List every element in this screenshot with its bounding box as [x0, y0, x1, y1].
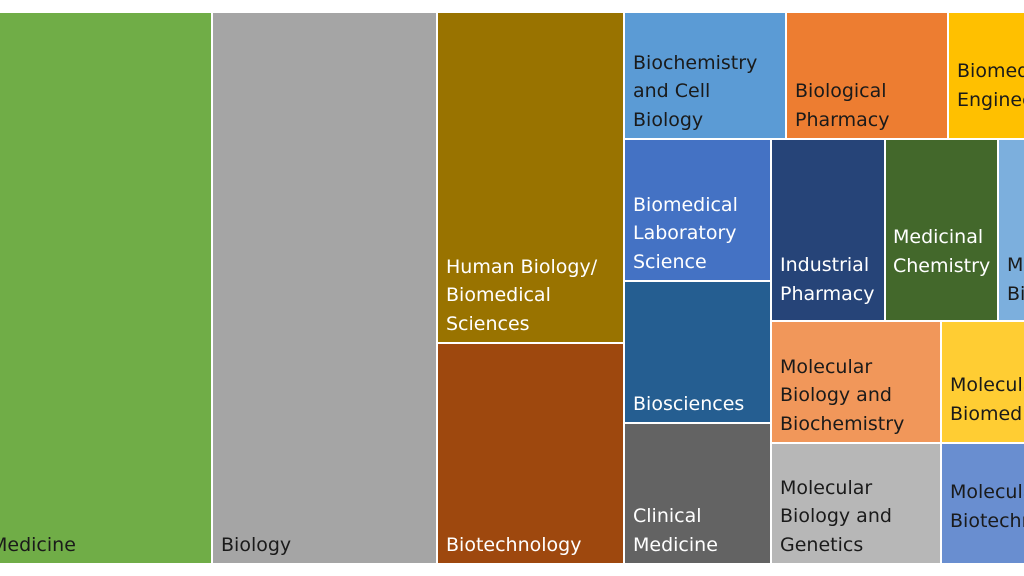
treemap-tile-label: Biology [221, 533, 292, 556]
treemap-tile-label: Biosciences [633, 392, 745, 415]
treemap-tile-biological-pharmacy: Biological Pharmacy [786, 12, 948, 139]
treemap-tile-label: Molecular Biotechnology [950, 481, 1024, 532]
treemap-tile-medicine: Medicine [0, 12, 212, 564]
treemap-tile-label: Molecular Biomedicine [950, 374, 1024, 425]
treemap-tile-molecular-biotechnology: Molecular Biotechnology [941, 443, 1024, 564]
treemap-tile-label: Molecular Biology and Biochemistry [780, 355, 905, 435]
treemap-tile-industrial-pharmacy: Industrial Pharmacy [771, 139, 885, 321]
treemap-tile-medical-biology: Medical Biology [998, 139, 1024, 321]
treemap-tile-label: Clinical Medicine [633, 505, 718, 556]
treemap-tile-molecular-biology-and-biochemistry: Molecular Biology and Biochemistry [771, 321, 941, 443]
treemap-tile-molecular-biomedicine: Molecular Biomedicine [941, 321, 1024, 443]
treemap-tile-clinical-medicine: Clinical Medicine [624, 423, 771, 564]
treemap-tile-biomedical-laboratory-science: Biomedical Laboratory Science [624, 139, 771, 281]
treemap-tile-biochemistry-and-cell-biology: Biochemistry and Cell Biology [624, 12, 786, 139]
treemap-tile-biology: Biology [212, 12, 437, 564]
treemap-tile-molecular-biology-and-genetics: Molecular Biology and Genetics [771, 443, 941, 564]
treemap-tile-label: Medicinal Chemistry [893, 226, 991, 277]
treemap-tile-biotechnology: Biotechnology [437, 343, 624, 564]
treemap-tile-label: Industrial Pharmacy [780, 254, 875, 305]
treemap-tile-label: Medicine [0, 533, 76, 556]
treemap-tile-label: Biological Pharmacy [795, 80, 890, 131]
treemap-tile-biomedical-engineering: Biomedical Engineering [948, 12, 1024, 139]
treemap-tile-medicinal-chemistry: Medicinal Chemistry [885, 139, 998, 321]
treemap-tile-biosciences: Biosciences [624, 281, 771, 423]
treemap-tile-label: Biomedical Engineering [957, 60, 1024, 111]
treemap-tile-label: Medical Biology [1007, 254, 1024, 305]
treemap-tile-label: Molecular Biology and Genetics [780, 476, 892, 556]
treemap-tile-human-biology-biomedical-sciences: Human Biology/ Biomedical Sciences [437, 12, 624, 343]
treemap-tile-label: Human Biology/ Biomedical Sciences [446, 255, 598, 335]
treemap-tile-label: Biotechnology [446, 533, 582, 556]
treemap-tile-label: Biochemistry and Cell Biology [633, 51, 758, 131]
treemap-tile-label: Biomedical Laboratory Science [633, 193, 738, 273]
